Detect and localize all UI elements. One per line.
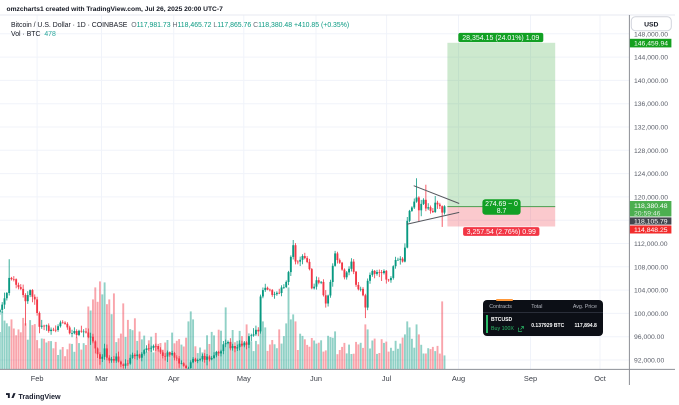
svg-text:140,000.00: 140,000.00 [634,78,668,85]
svg-text:Sep: Sep [524,374,537,383]
svg-text:274.69 ~ 0: 274.69 ~ 0 [485,201,518,208]
svg-text:104,000.00: 104,000.00 [634,288,668,295]
svg-text:Feb: Feb [31,374,44,383]
svg-text:Mar: Mar [95,374,108,383]
svg-text:132,000.00: 132,000.00 [634,125,668,132]
svg-text:3,257.54 (2.76%) 0.99: 3,257.54 (2.76%) 0.99 [467,229,536,236]
svg-text:96,000.00: 96,000.00 [634,334,664,341]
svg-text:Oct: Oct [594,374,606,383]
svg-text:136,000.00: 136,000.00 [634,101,668,108]
svg-text:112,000.00: 112,000.00 [634,241,668,248]
svg-text:100,000.00: 100,000.00 [634,311,668,318]
svg-text:128,000.00: 128,000.00 [634,148,668,155]
svg-text:118,105.79: 118,105.79 [634,218,668,225]
svg-text:124,000.00: 124,000.00 [634,171,668,178]
svg-text:118,380.48: 118,380.48 [634,203,668,210]
svg-text:Jul: Jul [382,374,392,383]
svg-text:Jun: Jun [310,374,322,383]
svg-text:92,000.00: 92,000.00 [634,358,664,365]
svg-text:28,354.15 (24.01%) 1.09: 28,354.15 (24.01%) 1.09 [462,35,539,42]
svg-text:TradingView: TradingView [18,392,61,401]
svg-text:8.7: 8.7 [497,208,507,215]
svg-text:108,000.00: 108,000.00 [634,264,668,271]
svg-text:114,848.25: 114,848.25 [634,227,668,234]
svg-text:Apr: Apr [168,374,180,383]
svg-text:USD: USD [644,22,658,29]
svg-text:148,000.00: 148,000.00 [634,31,668,38]
svg-text:May: May [237,374,251,383]
svg-text:146,459.94: 146,459.94 [634,40,668,47]
svg-text:Aug: Aug [452,374,465,383]
svg-text:120,000.00: 120,000.00 [634,194,668,201]
svg-text:20:59:46: 20:59:46 [634,210,661,217]
svg-text:144,000.00: 144,000.00 [634,55,668,62]
